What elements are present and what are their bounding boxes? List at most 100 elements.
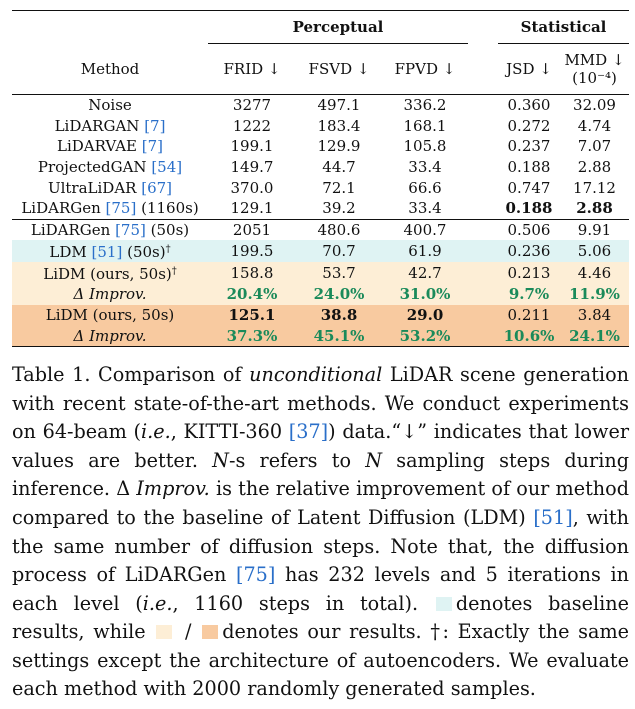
metric-value: 0.213	[498, 262, 560, 285]
header-fsvd: FSVD ↓	[308, 60, 370, 78]
citation-link[interactable]: [7]	[141, 137, 163, 156]
metric-value: 9.91	[577, 220, 612, 239]
metric-value: 33.4	[408, 158, 442, 177]
metric-value: 149.7	[230, 158, 274, 177]
method-name: ProjectedGAN [54]	[37, 158, 183, 177]
metric-value: 4.74	[577, 116, 612, 135]
metric-value: 29.0	[382, 304, 468, 326]
metric-value: 70.7	[296, 240, 382, 263]
metric-value: 53.2%	[382, 325, 468, 347]
metric-value: 72.1	[322, 178, 356, 197]
citation-link[interactable]: [51]	[533, 505, 573, 529]
metric-value: 20.4%	[208, 284, 296, 305]
table-row: LiDARVAE [7] 199.1 129.9 105.8 0.237 7.07	[12, 136, 629, 157]
metric-value: 11.9%	[560, 284, 630, 305]
metric-value: 400.7	[403, 220, 447, 239]
metric-value: 129.9	[317, 137, 361, 156]
column-header-row: Method FRID ↓ FSVD ↓ FPVD ↓ JSD ↓ MMD ↓(…	[12, 44, 630, 95]
ours-swatch-light	[156, 625, 173, 640]
metric-value: 1222	[232, 116, 272, 135]
method-name: LDM [51] (50s)†	[12, 240, 208, 263]
caption-label: Table 1.	[12, 362, 91, 386]
metric-value: 5.06	[560, 240, 630, 263]
metric-value: 497.1	[317, 96, 361, 115]
metric-value: 0.211	[498, 304, 560, 326]
metric-value: 39.2	[322, 199, 356, 218]
metric-value: 3277	[232, 96, 272, 115]
metric-value: 199.1	[230, 137, 274, 156]
results-table: Perceptual Statistical Method FRID ↓ FSV…	[12, 10, 630, 347]
table-row: LiDARGen [75] (1160s) 129.1 39.2 33.4 0.188 2…	[12, 198, 629, 219]
citation-link[interactable]: [37]	[288, 420, 329, 444]
citation-link[interactable]: [7]	[144, 116, 166, 135]
header-method: Method	[80, 59, 140, 78]
metric-value: 61.9	[382, 240, 468, 263]
metric-value: 370.0	[230, 178, 274, 197]
improvement-row: Δ Improv. 20.4% 24.0% 31.0% 9.7% 11.9%	[12, 284, 630, 305]
table-row: LiDARGAN [7] 1222 183.4 168.1 0.272 4.74	[12, 116, 629, 137]
metric-value: 45.1%	[296, 325, 382, 347]
table-row: ProjectedGAN [54] 149.7 44.7 33.4 0.188 2.88	[12, 157, 629, 178]
metric-value: 31.0%	[382, 284, 468, 305]
method-name: LiDM (ours, 50s)	[12, 304, 208, 326]
document: Perceptual Statistical Method FRID ↓ FSV…	[12, 10, 630, 704]
method-name: LiDARGen [75] (1160s)	[21, 199, 199, 218]
table-caption: Table 1. Comparison of unconditional LiD…	[12, 362, 630, 701]
table-row: LiDM (ours, 50s) 125.1 38.8 29.0 0.211 3.84	[12, 304, 630, 326]
metric-value: 105.8	[403, 137, 447, 156]
table-row: UltraLiDAR [67] 370.0 72.1 66.6 0.747 17.12	[12, 177, 629, 198]
metric-value: 2051	[232, 220, 272, 239]
method-name: Δ Improv.	[12, 325, 208, 347]
improvement-row: Δ Improv. 37.3% 45.1% 53.2% 10.6% 24.1%	[12, 325, 630, 347]
method-name: Noise	[88, 96, 132, 115]
citation-link[interactable]: [75]	[105, 199, 137, 218]
metric-value: 3.84	[560, 304, 630, 326]
citation-link[interactable]: [75]	[235, 563, 276, 587]
metric-value: 0.188	[507, 158, 551, 177]
metric-value: 4.46	[560, 262, 630, 285]
method-name: Δ Improv.	[12, 284, 208, 305]
method-name: LiDARGen [75] (50s)	[30, 220, 190, 239]
metric-value: 53.7	[296, 262, 382, 285]
baseline-swatch	[435, 596, 452, 611]
metric-value: 10.6%	[498, 325, 560, 347]
metric-value: 42.7	[382, 262, 468, 285]
header-fpvd: FPVD ↓	[394, 60, 456, 78]
method-name: LiDARGAN [7]	[54, 116, 166, 135]
metric-value: 0.237	[507, 137, 551, 156]
metric-value: 0.360	[507, 96, 551, 115]
metric-value: 0.188	[505, 199, 553, 218]
metric-value: 32.09	[573, 96, 616, 115]
metric-value: 158.8	[208, 262, 296, 285]
metric-value: 44.7	[322, 158, 356, 177]
citation-link[interactable]: [75]	[115, 220, 146, 239]
metric-value: 17.12	[573, 178, 616, 197]
metric-value: 0.272	[507, 116, 551, 135]
table-row: LiDM (ours, 50s)† 158.8 53.7 42.7 0.213 4.46	[12, 262, 630, 285]
metric-value: 9.7%	[498, 284, 560, 305]
method-name: UltraLiDAR [67]	[47, 178, 173, 197]
citation-link[interactable]: [51]	[91, 243, 123, 262]
header-frid: FRID ↓	[223, 60, 281, 78]
metric-value: 129.1	[230, 199, 274, 218]
table-row: Noise 3277 497.1 336.2 0.360 32.09	[12, 95, 629, 116]
metric-value: 183.4	[317, 116, 361, 135]
metric-value: 0.747	[507, 178, 551, 197]
metric-value: 2.88	[576, 199, 613, 218]
citation-link[interactable]: [54]	[151, 158, 183, 177]
group-header-row: Perceptual Statistical	[12, 10, 630, 44]
metric-value: 2.88	[577, 158, 612, 177]
citation-link[interactable]: [67]	[141, 178, 173, 197]
group-statistical: Statistical	[498, 10, 630, 44]
metric-value: 199.5	[208, 240, 296, 263]
metric-value: 66.6	[408, 178, 442, 197]
metric-value: 125.1	[208, 304, 296, 326]
metric-value: 336.2	[403, 96, 447, 115]
metric-value: 37.3%	[208, 325, 296, 347]
metric-value: 24.0%	[296, 284, 382, 305]
method-name: LiDARVAE [7]	[57, 137, 163, 156]
metric-value: 0.506	[507, 220, 551, 239]
metric-value: 480.6	[317, 220, 361, 239]
metric-value: 0.236	[498, 240, 560, 263]
header-mmd: MMD ↓ (10⁻⁴)	[564, 51, 625, 87]
